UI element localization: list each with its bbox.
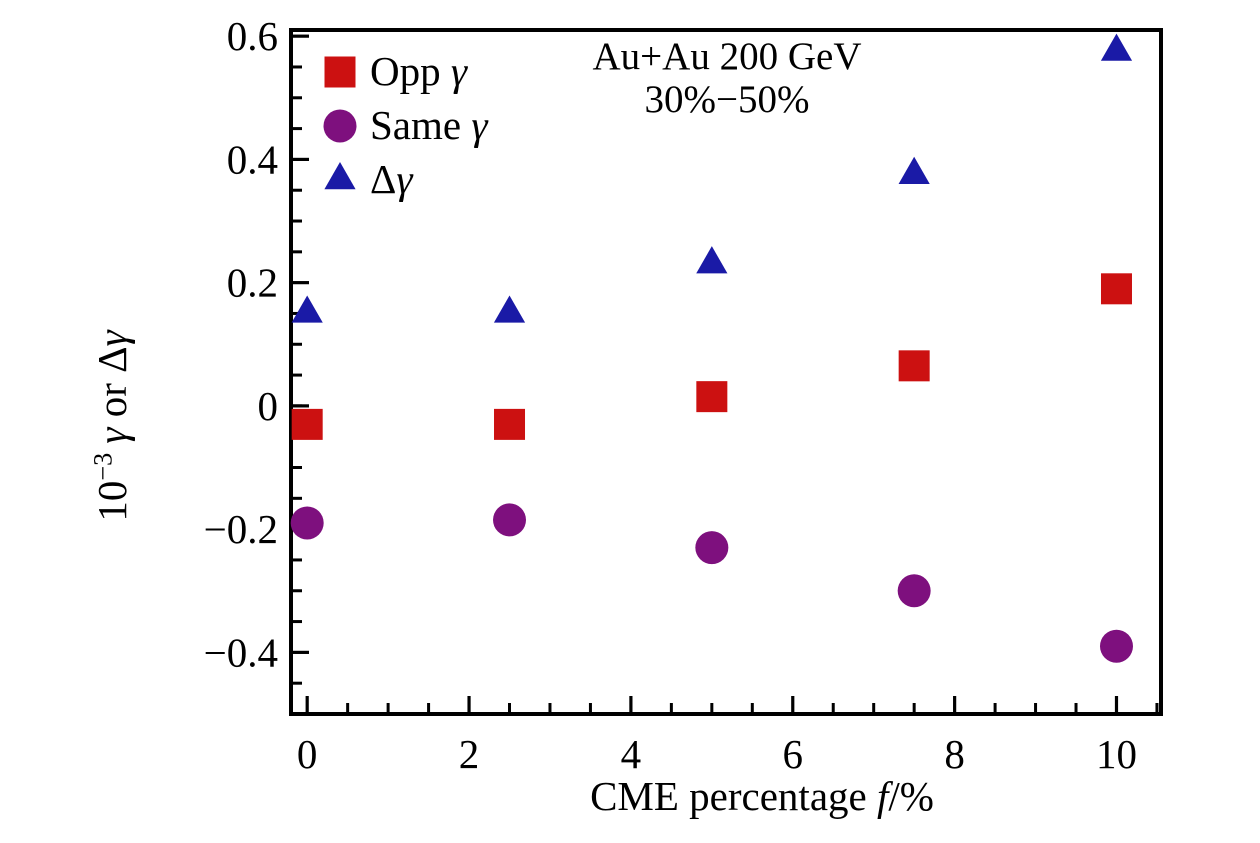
y-tick-label: 0.6 [227, 13, 278, 59]
plot-annotation: Au+Au 200 GeV 30%−50% [592, 35, 862, 122]
x-axis-label: CME percentage f/% [590, 773, 934, 819]
data-point-circle-x7.5 [897, 574, 931, 608]
y-axis-exponent: −3 [88, 452, 118, 481]
circle-glyph [323, 109, 357, 143]
y-tick-label: 0.2 [227, 260, 278, 306]
data-point-triangle_up-x10 [1100, 33, 1133, 61]
data-point-circle-x0 [290, 506, 324, 540]
data-point-square-x5 [696, 381, 728, 413]
x-tick-label: 2 [459, 731, 480, 777]
y-tick-label: 0 [258, 383, 279, 429]
legend-label: Same γ [370, 102, 488, 148]
legend-item-delta-gamma: Δγ [318, 152, 488, 206]
plot-frame [289, 28, 1163, 716]
triangle_up-glyph [324, 162, 356, 190]
data-point-square-x0 [291, 408, 323, 440]
data-point-triangle_up-x2.5 [493, 295, 526, 323]
x-tick-label: 0 [297, 731, 318, 777]
data-point-square-x2.5 [494, 408, 526, 440]
circle-marker-icon [323, 109, 357, 143]
legend: Opp γ Same γ Δγ [318, 44, 488, 206]
y-tick-label: −0.2 [204, 506, 278, 552]
y-tick-label: −0.4 [204, 629, 278, 675]
x-tick-label: 8 [944, 731, 965, 777]
data-point-circle-x5 [695, 531, 729, 565]
x-tick-label: 10 [1096, 731, 1137, 777]
data-point-triangle_up-x0 [291, 295, 323, 323]
data-point-circle-x2.5 [493, 503, 527, 537]
legend-item-opp-gamma: Opp γ [318, 44, 488, 98]
y-axis-label: 10−3γ or Δγ [88, 330, 135, 522]
square-glyph [324, 56, 356, 88]
triangle-marker-icon [324, 162, 356, 190]
legend-label: Opp γ [370, 48, 468, 94]
data-point-triangle_up-x5 [696, 246, 728, 274]
data-point-square-x7.5 [898, 350, 930, 382]
square-marker-icon [324, 56, 356, 88]
annotation-line-2: 30%−50% [644, 77, 810, 121]
x-tick-label: 6 [783, 731, 804, 777]
legend-label: Δγ [370, 156, 413, 202]
data-point-square-x10 [1100, 273, 1132, 305]
legend-item-same-gamma: Same γ [318, 98, 488, 152]
y-tick-label: 0.4 [227, 136, 278, 182]
data-point-triangle_up-x7.5 [898, 156, 930, 185]
x-tick-label: 4 [621, 731, 642, 777]
data-point-circle-x10 [1099, 629, 1133, 663]
annotation-line-1: Au+Au 200 GeV [592, 35, 862, 78]
